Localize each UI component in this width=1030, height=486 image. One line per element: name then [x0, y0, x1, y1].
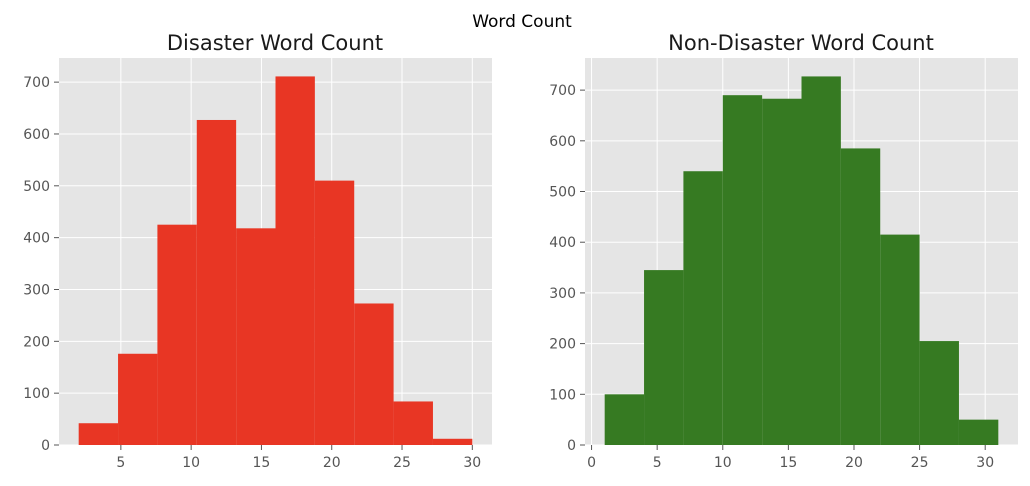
histogram-bar [958, 419, 999, 445]
x-tick-label: 5 [116, 455, 125, 471]
x-tick-label: 30 [463, 455, 481, 471]
histogram-bar [722, 95, 763, 445]
histogram-bars [604, 76, 999, 446]
histogram-bar [604, 394, 645, 445]
x-tick-label: 0 [587, 455, 596, 471]
y-tick-labels: 0 100 200 300 400 500 600 700 [23, 75, 59, 454]
histogram-bar [432, 438, 473, 445]
histogram-bars [78, 76, 473, 446]
histogram-bar [314, 180, 355, 445]
y-tick-label: 300 [549, 286, 576, 302]
y-tick-label: 100 [23, 386, 50, 402]
disaster-chart: 5 10 15 20 25 30 0 100 200 300 400 500 600 700 Disas… [23, 31, 492, 471]
x-tick-label: 20 [845, 455, 863, 471]
y-tick-label: 0 [41, 438, 50, 454]
chart-title: Non-Disaster Word Count [668, 31, 934, 55]
y-tick-label: 200 [549, 337, 576, 353]
x-tick-label: 25 [393, 455, 411, 471]
x-tick-labels: 5 10 15 20 25 30 [116, 445, 481, 471]
histogram-bar [762, 98, 802, 445]
y-tick-labels: 0 100 200 300 400 500 600 700 [549, 83, 585, 454]
histogram-bar [880, 234, 920, 445]
histogram-bar [644, 270, 684, 445]
histogram-bar [354, 303, 394, 445]
y-tick-label: 500 [23, 179, 50, 195]
x-tick-label: 5 [653, 455, 662, 471]
histogram-bar [919, 341, 959, 445]
y-tick-label: 300 [23, 282, 50, 298]
x-tick-label: 10 [182, 455, 200, 471]
figure-suptitle: Word Count [472, 12, 572, 32]
y-tick-label: 0 [567, 438, 576, 454]
y-tick-label: 400 [23, 231, 50, 247]
y-tick-label: 700 [23, 75, 50, 91]
y-tick-label: 400 [549, 235, 576, 251]
histogram-bar [683, 171, 723, 446]
y-tick-label: 600 [549, 134, 576, 150]
histogram-bar [840, 148, 881, 446]
y-tick-label: 600 [23, 127, 50, 143]
y-tick-label: 700 [549, 83, 576, 99]
y-tick-label: 100 [549, 387, 576, 403]
y-tick-label: 500 [549, 185, 576, 201]
non-disaster-chart: 0 5 10 15 20 25 30 0 100 200 300 400 500 600 700 Non-… [549, 31, 1018, 471]
histogram-bar [118, 353, 158, 445]
histogram-bar [393, 401, 433, 445]
histogram-bar [157, 224, 197, 445]
x-tick-label: 10 [714, 455, 732, 471]
histogram-bar [275, 76, 315, 445]
x-tick-labels: 0 5 10 15 20 25 30 [587, 445, 994, 471]
chart-title: Disaster Word Count [167, 31, 383, 55]
histogram-bar [236, 228, 276, 445]
x-tick-label: 15 [253, 455, 271, 471]
x-tick-label: 25 [911, 455, 929, 471]
x-tick-label: 20 [323, 455, 341, 471]
histogram-bar [196, 119, 237, 446]
x-tick-label: 15 [779, 455, 797, 471]
histogram-bar [801, 76, 841, 445]
y-tick-label: 200 [23, 334, 50, 350]
x-tick-label: 30 [976, 455, 994, 471]
histogram-bar [78, 423, 119, 445]
